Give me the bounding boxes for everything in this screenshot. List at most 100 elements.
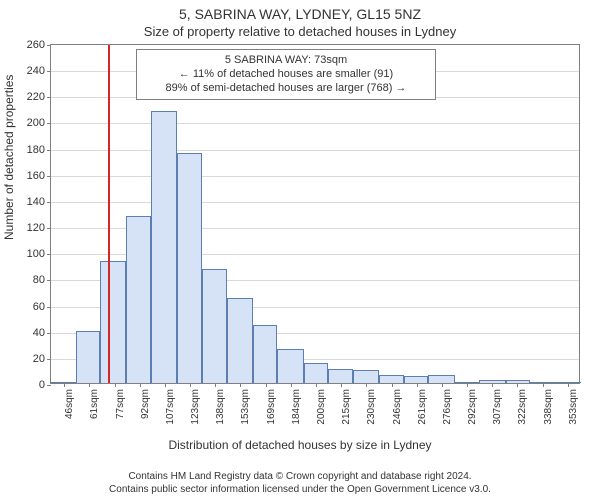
xtick-label: 261sqm <box>417 389 428 425</box>
chart-title-sub: Size of property relative to detached ho… <box>0 24 600 39</box>
xtick-label: 322sqm <box>517 389 528 425</box>
ytick-mark <box>47 202 51 203</box>
ytick-mark <box>47 71 51 72</box>
xtick-label: 292sqm <box>467 389 478 425</box>
xtick-label: 61sqm <box>89 389 100 419</box>
histogram-bar <box>353 370 379 383</box>
xtick-label: 92sqm <box>140 389 151 419</box>
ytick-label: 140 <box>27 196 45 208</box>
xtick-label: 107sqm <box>165 389 176 425</box>
histogram-bar <box>253 325 278 383</box>
xtick-label: 138sqm <box>215 389 226 425</box>
gridline-h <box>51 123 579 124</box>
histogram-bar <box>304 363 329 383</box>
xtick-label: 153sqm <box>240 389 251 425</box>
xtick-mark <box>64 383 65 387</box>
ytick-label: 60 <box>33 301 45 313</box>
ytick-mark <box>47 333 51 334</box>
xtick-label: 169sqm <box>266 389 277 425</box>
gridline-h <box>51 150 579 151</box>
xtick-mark <box>568 383 569 387</box>
ytick-label: 220 <box>27 91 45 103</box>
annotation-line: 89% of semi-detached houses are larger (… <box>145 82 427 96</box>
ytick-label: 180 <box>27 144 45 156</box>
histogram-bar <box>227 298 253 383</box>
xtick-label: 276sqm <box>442 389 453 425</box>
xtick-mark <box>240 383 241 387</box>
ytick-mark <box>47 254 51 255</box>
chart-title-main: 5, SABRINA WAY, LYDNEY, GL15 5NZ <box>0 6 600 22</box>
xtick-mark <box>366 383 367 387</box>
ytick-label: 100 <box>27 248 45 260</box>
histogram-chart: 5, SABRINA WAY, LYDNEY, GL15 5NZ Size of… <box>0 0 600 500</box>
ytick-mark <box>47 123 51 124</box>
y-axis-label: Number of detached properties <box>2 75 16 240</box>
ytick-label: 80 <box>33 274 45 286</box>
xtick-mark <box>467 383 468 387</box>
ytick-label: 20 <box>33 353 45 365</box>
xtick-mark <box>291 383 292 387</box>
xtick-label: 123sqm <box>190 389 201 425</box>
reference-line <box>108 45 110 383</box>
xtick-label: 46sqm <box>64 389 75 419</box>
xtick-label: 184sqm <box>291 389 302 425</box>
ytick-label: 120 <box>27 222 45 234</box>
ytick-mark <box>47 385 51 386</box>
xtick-label: 246sqm <box>392 389 403 425</box>
xtick-label: 353sqm <box>568 389 579 425</box>
annotation-box: 5 SABRINA WAY: 73sqm← 11% of detached ho… <box>136 49 436 100</box>
ytick-mark <box>47 150 51 151</box>
xtick-label: 230sqm <box>366 389 377 425</box>
ytick-label: 160 <box>27 170 45 182</box>
histogram-bar <box>379 375 404 383</box>
xtick-mark <box>190 383 191 387</box>
xtick-mark <box>543 383 544 387</box>
ytick-label: 40 <box>33 327 45 339</box>
xtick-label: 338sqm <box>543 389 554 425</box>
ytick-label: 240 <box>27 65 45 77</box>
histogram-bar <box>202 269 227 383</box>
ytick-mark <box>47 228 51 229</box>
gridline-h <box>51 176 579 177</box>
xtick-mark <box>341 383 342 387</box>
ytick-mark <box>47 359 51 360</box>
xtick-mark <box>517 383 518 387</box>
xtick-label: 215sqm <box>341 389 352 425</box>
xtick-label: 307sqm <box>492 389 503 425</box>
xtick-mark <box>316 383 317 387</box>
gridline-h <box>51 202 579 203</box>
x-axis-label: Distribution of detached houses by size … <box>0 438 600 452</box>
ytick-label: 260 <box>27 39 45 51</box>
histogram-bar <box>277 349 303 383</box>
histogram-bar <box>328 369 353 383</box>
histogram-bar <box>100 261 126 383</box>
xtick-mark <box>165 383 166 387</box>
xtick-label: 77sqm <box>115 389 126 419</box>
ytick-mark <box>47 280 51 281</box>
ytick-mark <box>47 97 51 98</box>
ytick-label: 200 <box>27 117 45 129</box>
ytick-mark <box>47 307 51 308</box>
footer-attribution: Contains HM Land Registry data © Crown c… <box>0 471 600 496</box>
xtick-mark <box>492 383 493 387</box>
histogram-bar <box>151 111 177 383</box>
annotation-line: 5 SABRINA WAY: 73sqm <box>145 54 427 68</box>
annotation-line: ← 11% of detached houses are smaller (91… <box>145 68 427 82</box>
xtick-label: 200sqm <box>316 389 327 425</box>
xtick-mark <box>115 383 116 387</box>
xtick-mark <box>266 383 267 387</box>
xtick-mark <box>417 383 418 387</box>
ytick-label: 0 <box>39 379 45 391</box>
histogram-bar <box>177 153 202 383</box>
xtick-mark <box>215 383 216 387</box>
plot-area: 02040608010012014016018020022024026046sq… <box>50 44 580 384</box>
footer-line-2: Contains public sector information licen… <box>0 484 600 497</box>
histogram-bar <box>126 216 151 383</box>
xtick-mark <box>442 383 443 387</box>
histogram-bar <box>428 375 454 383</box>
xtick-mark <box>392 383 393 387</box>
xtick-mark <box>89 383 90 387</box>
xtick-mark <box>140 383 141 387</box>
ytick-mark <box>47 176 51 177</box>
footer-line-1: Contains HM Land Registry data © Crown c… <box>0 471 600 484</box>
